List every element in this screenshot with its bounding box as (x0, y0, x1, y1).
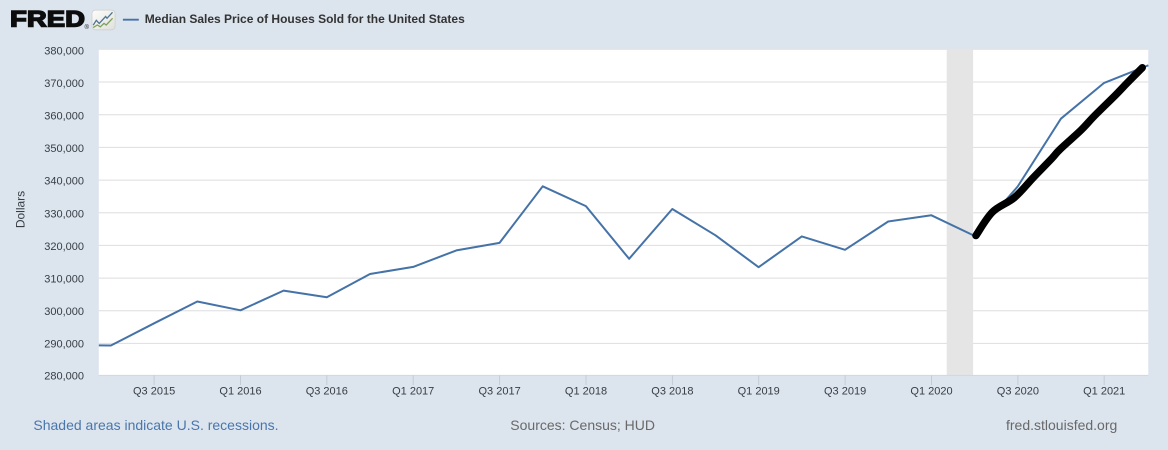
svg-text:Q1 2016: Q1 2016 (219, 385, 261, 397)
svg-text:FRED: FRED (10, 8, 85, 32)
svg-text:Q3 2018: Q3 2018 (651, 385, 693, 397)
svg-text:Median Sales Price of Houses S: Median Sales Price of Houses Sold for th… (145, 12, 465, 26)
svg-text:320,000: 320,000 (44, 241, 84, 253)
svg-text:380,000: 380,000 (44, 46, 84, 58)
svg-text:®: ® (85, 24, 90, 31)
svg-text:Q1 2019: Q1 2019 (738, 385, 780, 397)
svg-text:300,000: 300,000 (44, 306, 84, 318)
svg-text:Q1 2017: Q1 2017 (392, 385, 434, 397)
svg-text:290,000: 290,000 (44, 338, 84, 350)
svg-text:Q1 2021: Q1 2021 (1083, 385, 1125, 397)
svg-text:340,000: 340,000 (44, 176, 84, 188)
svg-text:fred.stlouisfed.org: fred.stlouisfed.org (1006, 417, 1117, 433)
svg-text:330,000: 330,000 (44, 208, 84, 220)
svg-text:Sources: Census; HUD: Sources: Census; HUD (510, 417, 655, 433)
svg-text:280,000: 280,000 (44, 371, 84, 383)
svg-text:Q3 2019: Q3 2019 (824, 385, 866, 397)
svg-text:Shaded areas indicate U.S. rec: Shaded areas indicate U.S. recessions. (33, 417, 278, 433)
svg-text:Q1 2018: Q1 2018 (565, 385, 607, 397)
svg-text:350,000: 350,000 (44, 143, 84, 155)
svg-text:Q1 2020: Q1 2020 (910, 385, 952, 397)
svg-text:Q3 2016: Q3 2016 (306, 385, 348, 397)
svg-text:Q3 2020: Q3 2020 (997, 385, 1039, 397)
svg-text:310,000: 310,000 (44, 273, 84, 285)
svg-text:Q3 2015: Q3 2015 (133, 385, 175, 397)
svg-text:Q3 2017: Q3 2017 (478, 385, 520, 397)
svg-text:360,000: 360,000 (44, 111, 84, 123)
svg-text:370,000: 370,000 (44, 78, 84, 90)
svg-text:Dollars: Dollars (14, 191, 28, 228)
